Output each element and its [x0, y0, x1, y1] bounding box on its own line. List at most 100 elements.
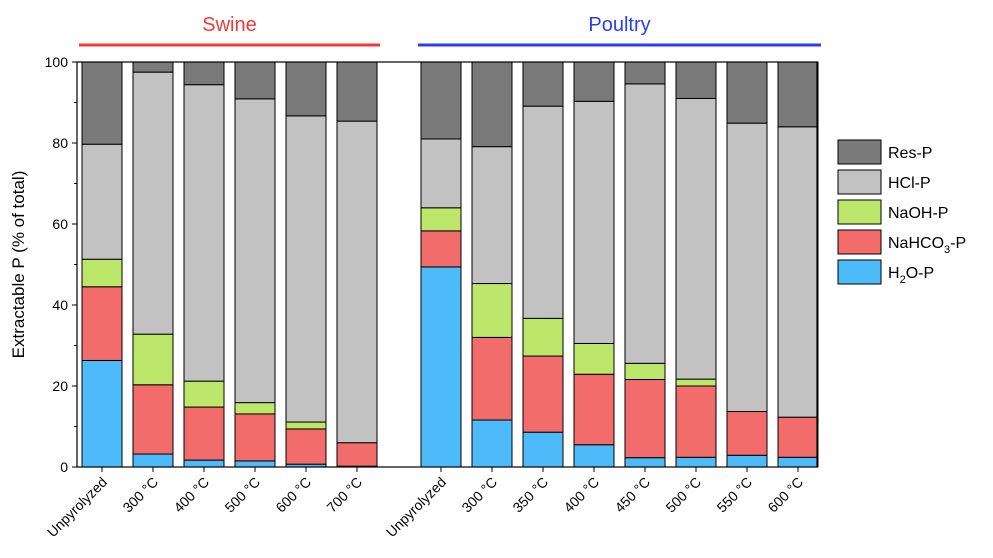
- bar-segment-hcl-p-swine-unpyrolyzed: [81, 143, 123, 260]
- bar-segment-h2o-p-swine-300-c: [132, 453, 174, 468]
- x-tick-label: Unpyrolyzed: [44, 474, 110, 540]
- bar-segment-nahco3-p-poultry-450-c: [624, 379, 666, 459]
- bar-stack-poultry-400-c: [573, 61, 615, 468]
- bar-segment-res-p-swine-unpyrolyzed: [81, 61, 123, 145]
- bar-segment-naoh-p-swine-400-c: [183, 380, 225, 408]
- bar-segment-nahco3-p-poultry-350-c: [522, 355, 564, 433]
- y-tick-label: 40: [52, 297, 68, 313]
- bars-group: [81, 61, 819, 468]
- y-tick-label: 60: [52, 216, 68, 232]
- bar-segment-h2o-p-poultry-350-c: [522, 431, 564, 468]
- y-tick-label: 80: [52, 135, 68, 151]
- bar-segment-res-p-swine-400-c: [183, 61, 225, 86]
- bar-segment-hcl-p-swine-400-c: [183, 84, 225, 382]
- bar-segment-res-p-poultry-450-c: [624, 61, 666, 85]
- bar-stack-swine-700-c: [336, 61, 378, 468]
- group-title-poultry: Poultry: [588, 14, 650, 36]
- bar-segment-h2o-p-swine-400-c: [183, 459, 225, 468]
- x-tick-label: 400 °C: [170, 474, 212, 516]
- legend-label-naoh-p: NaOH-P: [888, 205, 948, 222]
- bar-stack-poultry-500-c: [675, 61, 717, 468]
- bar-segment-h2o-p-poultry-300-c: [471, 419, 513, 468]
- bar-segment-hcl-p-poultry-550-c: [726, 122, 768, 413]
- bar-stack-poultry-600-c: [777, 61, 819, 468]
- bar-segment-h2o-p-swine-unpyrolyzed: [81, 359, 123, 468]
- x-tick-label: 300 °C: [119, 474, 161, 516]
- bar-segment-res-p-poultry-550-c: [726, 61, 768, 124]
- bar-segment-h2o-p-poultry-400-c: [573, 444, 615, 468]
- bar-segment-naoh-p-poultry-unpyrolyzed: [420, 207, 462, 232]
- x-tick-label: 400 °C: [560, 474, 602, 516]
- bar-segment-naoh-p-swine-unpyrolyzed: [81, 258, 123, 288]
- legend-swatch-h2o-p: [837, 259, 882, 285]
- y-tick-label: 20: [52, 378, 68, 394]
- x-tick-label: 350 °C: [509, 474, 551, 516]
- bar-segment-hcl-p-poultry-unpyrolyzed: [420, 138, 462, 209]
- x-tick-label: 550 °C: [713, 474, 755, 516]
- bar-stack-swine-500-c: [234, 61, 276, 468]
- bar-segment-nahco3-p-poultry-600-c: [777, 416, 819, 458]
- bar-segment-naoh-p-swine-300-c: [132, 333, 174, 386]
- x-tick-label: 500 °C: [662, 474, 704, 516]
- bar-segment-res-p-poultry-600-c: [777, 61, 819, 128]
- bar-segment-naoh-p-poultry-300-c: [471, 283, 513, 338]
- bar-segment-hcl-p-poultry-450-c: [624, 83, 666, 364]
- bar-segment-res-p-swine-500-c: [234, 61, 276, 100]
- bar-stack-swine-300-c: [132, 61, 174, 468]
- bar-segment-res-p-poultry-400-c: [573, 61, 615, 102]
- legend-label-nahco3-p: NaHCO3-P: [888, 235, 966, 256]
- bar-segment-hcl-p-swine-700-c: [336, 120, 378, 444]
- bar-stack-poultry-300-c: [471, 61, 513, 468]
- bar-segment-hcl-p-poultry-300-c: [471, 146, 513, 285]
- bar-segment-h2o-p-poultry-450-c: [624, 457, 666, 468]
- bar-segment-nahco3-p-swine-500-c: [234, 413, 276, 462]
- x-tick-label: 500 °C: [221, 474, 263, 516]
- bar-segment-nahco3-p-poultry-500-c: [675, 385, 717, 458]
- bar-segment-hcl-p-poultry-600-c: [777, 126, 819, 418]
- x-tick-label: 700 °C: [323, 474, 365, 516]
- bar-segment-naoh-p-poultry-450-c: [624, 362, 666, 381]
- x-tick-label: 450 °C: [611, 474, 653, 516]
- bar-segment-naoh-p-swine-500-c: [234, 402, 276, 415]
- bar-segment-hcl-p-poultry-350-c: [522, 105, 564, 319]
- bar-segment-h2o-p-swine-500-c: [234, 460, 276, 468]
- group-title-swine: Swine: [202, 14, 256, 36]
- bar-segment-naoh-p-poultry-500-c: [675, 378, 717, 387]
- bar-segment-h2o-p-poultry-500-c: [675, 456, 717, 468]
- bar-stack-poultry-350-c: [522, 61, 564, 468]
- bar-segment-nahco3-p-swine-400-c: [183, 406, 225, 461]
- bar-segment-nahco3-p-swine-unpyrolyzed: [81, 286, 123, 361]
- bar-segment-res-p-swine-700-c: [336, 61, 378, 122]
- y-tick-label: 100: [45, 54, 69, 70]
- bar-stack-poultry-unpyrolyzed: [420, 61, 462, 468]
- legend-label-res-p: Res-P: [888, 145, 932, 162]
- x-tick-label: Unpyrolyzed: [383, 474, 449, 540]
- bar-stack-swine-unpyrolyzed: [81, 61, 123, 468]
- legend-swatch-nahco3-p: [837, 229, 882, 255]
- x-tick-label: 300 °C: [458, 474, 500, 516]
- bar-segment-naoh-p-swine-600-c: [285, 421, 327, 430]
- bar-stack-swine-600-c: [285, 61, 327, 468]
- bar-segment-nahco3-p-swine-700-c: [336, 442, 378, 467]
- bar-segment-hcl-p-swine-600-c: [285, 115, 327, 423]
- y-tick-label: 0: [60, 459, 68, 475]
- bar-segment-nahco3-p-poultry-300-c: [471, 336, 513, 421]
- legend-swatch-res-p: [837, 139, 882, 165]
- x-tick-label: 600 °C: [764, 474, 806, 516]
- bar-segment-naoh-p-poultry-350-c: [522, 317, 564, 357]
- x-tick-label: 600 °C: [272, 474, 314, 516]
- bar-segment-hcl-p-swine-300-c: [132, 71, 174, 335]
- bar-segment-hcl-p-poultry-400-c: [573, 100, 615, 344]
- bar-segment-hcl-p-swine-500-c: [234, 98, 276, 404]
- bar-segment-nahco3-p-poultry-400-c: [573, 373, 615, 446]
- legend-label-h2o-p: H2O-P: [888, 265, 934, 286]
- bar-segment-h2o-p-poultry-600-c: [777, 456, 819, 468]
- bar-segment-res-p-poultry-unpyrolyzed: [420, 61, 462, 140]
- bar-segment-nahco3-p-swine-600-c: [285, 428, 327, 465]
- bar-stack-poultry-450-c: [624, 61, 666, 468]
- bar-stack-poultry-550-c: [726, 61, 768, 468]
- bar-segment-naoh-p-poultry-400-c: [573, 342, 615, 375]
- bar-segment-h2o-p-poultry-550-c: [726, 454, 768, 468]
- bar-segment-res-p-swine-600-c: [285, 61, 327, 117]
- bar-segment-hcl-p-poultry-500-c: [675, 97, 717, 380]
